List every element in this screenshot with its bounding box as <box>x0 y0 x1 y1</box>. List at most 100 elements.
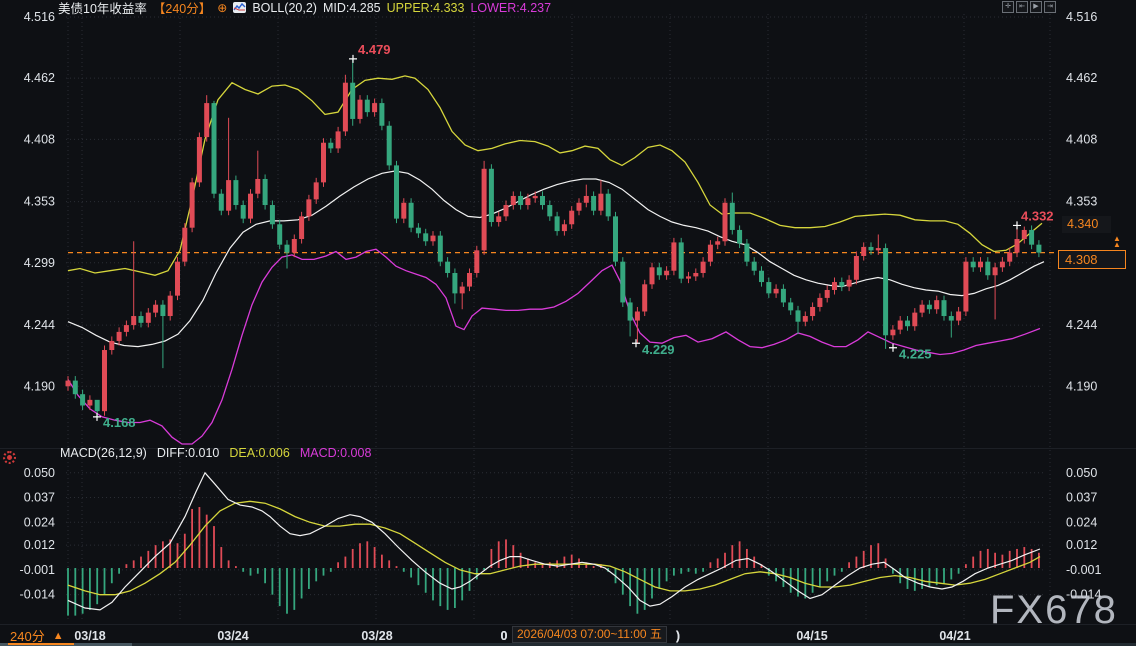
macd-tick-label-right: -0.001 <box>1066 563 1101 577</box>
candle-body <box>846 279 852 287</box>
candle-body <box>204 103 210 138</box>
candle-body <box>94 399 100 412</box>
boll-upper-value: UPPER:4.333 <box>386 0 465 15</box>
candle-body <box>576 202 582 211</box>
candle-body <box>481 168 487 251</box>
candle-body <box>700 261 706 273</box>
candle-body <box>415 227 421 234</box>
candle-body <box>941 300 947 317</box>
candle-body <box>656 267 662 276</box>
chart-type-icon[interactable] <box>233 2 247 13</box>
candle-body <box>445 261 451 273</box>
candle-body <box>503 205 509 217</box>
price-tick-label-right: 4.190 <box>1066 379 1097 393</box>
marked-price-level-box: 4.340 <box>1062 216 1111 233</box>
current-price-box: 4.308 <box>1058 250 1126 269</box>
price-tick-label-right: 4.244 <box>1066 318 1097 332</box>
date-tick-label: 03/28 <box>361 629 392 643</box>
high-price-annotation: 4.332 <box>1021 208 1054 223</box>
candle-body <box>379 103 385 126</box>
candle-body <box>80 394 86 406</box>
low-price-annotation: 4.225 <box>899 347 932 362</box>
period-tab-240min[interactable]: 240分 ▲ <box>8 626 74 645</box>
axis-divider <box>0 624 1136 625</box>
candle-body <box>890 329 896 336</box>
candle-body <box>919 304 925 313</box>
candle-body <box>335 131 341 149</box>
candle-body <box>321 142 326 183</box>
boll-mid-value: MID:4.285 <box>322 0 381 15</box>
candle-body <box>642 284 648 312</box>
candle-body <box>547 205 553 217</box>
macd-macd-value: MACD:0.008 <box>299 446 372 460</box>
candle-body <box>664 270 670 276</box>
candle-body <box>284 244 290 253</box>
candle-body <box>1007 252 1013 262</box>
candle-body <box>737 229 743 244</box>
candle-body <box>671 242 677 271</box>
period-tab-label: 240分 <box>10 629 45 644</box>
candle-body <box>189 182 195 228</box>
candle-body <box>853 255 859 280</box>
candle-body <box>408 202 414 228</box>
macd-tick-label-left: -0.001 <box>20 563 55 577</box>
candle-body <box>1029 229 1035 245</box>
candle-body <box>1036 244 1042 253</box>
price-tick-label-right: 4.516 <box>1066 10 1097 24</box>
candle-body <box>569 210 575 225</box>
macd-tick-label-left: -0.014 <box>20 588 55 602</box>
candle-body <box>824 289 830 298</box>
playback-icon[interactable]: ▶ <box>1030 1 1042 13</box>
chart-header: 美债10年收益率 【240分】 ⊕ BOLL(20,2) MID:4.285 U… <box>58 0 551 17</box>
date-tick-label: 04/15 <box>796 629 827 643</box>
candle-body <box>496 216 502 223</box>
candle-body <box>153 304 159 313</box>
candle-body <box>540 195 545 206</box>
date-tick-label: 03/18 <box>74 629 105 643</box>
candle-body <box>131 316 137 326</box>
macd-header: MACD(26,12,9) DIFF:0.010 DEA:0.006 MACD:… <box>60 446 371 460</box>
price-tick-label-left: 4.516 <box>24 10 55 24</box>
macd-tick-label-right: 0.037 <box>1066 491 1097 505</box>
candle-body <box>518 195 524 206</box>
price-tick-label-left: 4.462 <box>24 71 55 85</box>
go-to-latest-icon[interactable]: ⇥ <box>1044 1 1056 13</box>
indicator-target-icon[interactable] <box>3 451 16 464</box>
date-tick-label: 03/24 <box>217 629 248 643</box>
candle-body <box>138 316 144 323</box>
candle-body <box>430 235 436 242</box>
candle-body <box>525 198 531 206</box>
candle-body <box>905 320 910 327</box>
candle-body <box>934 300 940 310</box>
candle-body <box>211 103 217 194</box>
period-dropdown-arrow-icon[interactable]: ▲ <box>52 629 64 642</box>
extreme-cross-marker <box>93 412 101 421</box>
candle-body <box>452 272 458 294</box>
candle-body <box>72 380 78 395</box>
candle-body <box>306 199 312 217</box>
candle-body <box>467 272 472 287</box>
candle-body <box>145 312 151 323</box>
instrument-title: 美债10年收益率 <box>58 2 147 16</box>
macd-tick-label-right: 0.024 <box>1066 515 1097 529</box>
price-tick-label-right: 4.462 <box>1066 71 1097 85</box>
candle-body <box>766 282 772 294</box>
candle-body <box>175 261 180 296</box>
candle-body <box>459 286 465 294</box>
indicator-line <box>67 248 1041 445</box>
candle-body <box>423 233 429 242</box>
indicator-line <box>67 170 1045 348</box>
candle-body <box>744 243 750 262</box>
candle-body <box>627 302 633 321</box>
pan-icon[interactable]: ✛ <box>1002 1 1014 13</box>
candle-body <box>65 380 71 387</box>
period-label: 【240分】 <box>152 2 212 16</box>
candle-body <box>123 325 129 332</box>
zoom-horizontal-icon[interactable]: ⇤ <box>1016 1 1028 13</box>
candle-body <box>394 165 399 219</box>
date-tick-partial: 0 <box>501 629 508 643</box>
add-indicator-icon[interactable]: ⊕ <box>217 0 228 15</box>
candle-body <box>948 316 954 321</box>
candle-body <box>182 227 188 262</box>
